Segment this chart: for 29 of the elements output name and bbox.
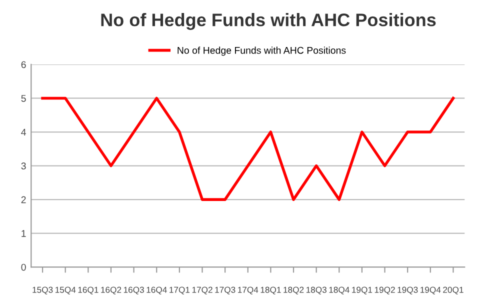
x-tick-label: 16Q2 [101, 286, 122, 294]
x-tick-label: 17Q4 [238, 286, 258, 294]
x-tick-label: 19Q2 [374, 286, 395, 294]
x-tick-label: 18Q3 [306, 286, 326, 294]
y-tick-label: 3 [21, 162, 26, 170]
y-tick-label: 1 [22, 230, 26, 237]
x-tick-label: 16Q4 [146, 286, 167, 294]
x-tick-label: 18Q1 [260, 286, 281, 294]
x-tick-label: 19Q3 [398, 286, 418, 294]
x-tick-label: 17Q3 [215, 286, 236, 294]
y-tick-label: 6 [21, 61, 26, 68]
x-tick-label: 16Q1 [78, 286, 98, 294]
line-series [41, 96, 455, 201]
chart-title: No of Hedge Funds with AHC Positions [101, 13, 436, 30]
x-tick-label: 19Q4 [420, 286, 441, 294]
y-tick-label: 4 [21, 128, 26, 136]
x-tick-label: 16Q3 [124, 286, 144, 294]
x-tick-label: 18Q2 [284, 286, 304, 294]
x-tick-label: 15Q4 [55, 286, 76, 294]
x-tick-label: 19Q1 [352, 286, 372, 294]
x-tick-label: 20Q1 [443, 286, 464, 294]
x-tick-label: 15Q3 [32, 286, 53, 294]
y-tick-label: 5 [21, 95, 26, 102]
x-tick-label: 18Q4 [329, 286, 350, 294]
x-tick-label: 17Q1 [170, 286, 190, 294]
x-tick-label: 17Q2 [192, 286, 212, 294]
y-tick-label: 2 [21, 196, 26, 204]
legend-label: No of Hedge Funds with AHC Positions [178, 46, 346, 56]
y-tick-label: 0 [21, 264, 26, 271]
